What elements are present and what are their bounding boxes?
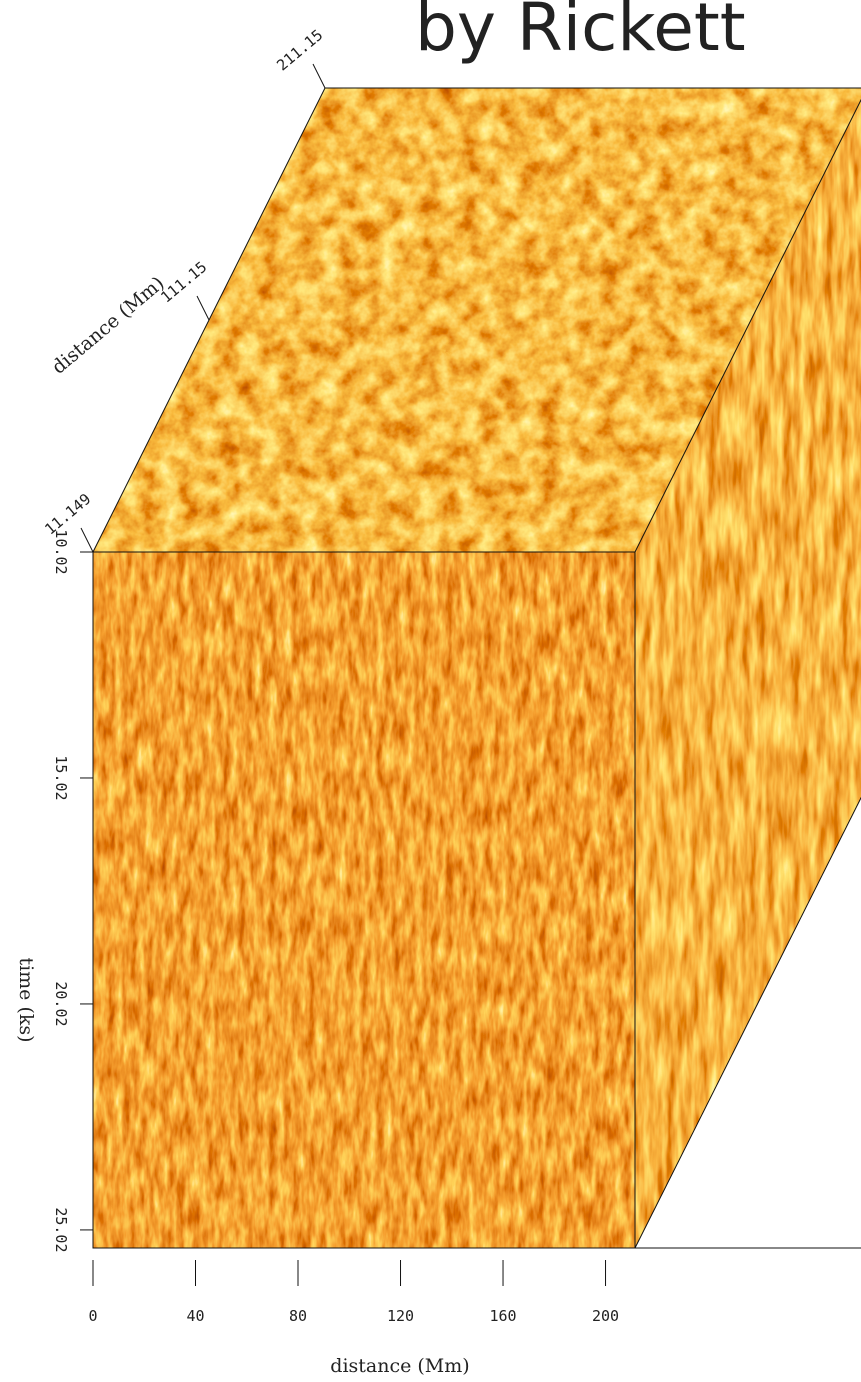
z-tick [80, 527, 94, 553]
z-tick [312, 63, 326, 89]
y-tick-label: 20.02 [52, 981, 70, 1026]
edge [634, 796, 861, 1249]
y-axis-label: time (ks) [15, 957, 37, 1042]
y-tick-label: 25.02 [52, 1207, 70, 1252]
x-tick-label: 40 [186, 1307, 204, 1325]
top-face [93, 88, 861, 552]
x-tick-label: 120 [387, 1307, 414, 1325]
edge [634, 98, 861, 553]
y-tick-label: 15.02 [52, 755, 70, 800]
x-tick-label: 200 [592, 1307, 619, 1325]
cube [92, 87, 861, 1249]
edge [92, 551, 636, 1249]
title: by Rickett [415, 0, 746, 66]
side-face [635, 100, 861, 1248]
x-tick-label: 0 [88, 1307, 97, 1325]
front-face [93, 552, 635, 1248]
z-axis-label: distance (Mm) [48, 272, 169, 378]
x-tick-label: 80 [289, 1307, 307, 1325]
y-tick-label: 10.02 [52, 529, 70, 574]
z-tick-label: 211.15 [273, 26, 326, 75]
x-axis-label: distance (Mm) [330, 1355, 469, 1377]
z-tick-label: 111.15 [157, 258, 210, 307]
z-tick [196, 295, 210, 321]
x-tick-label: 160 [489, 1307, 516, 1325]
